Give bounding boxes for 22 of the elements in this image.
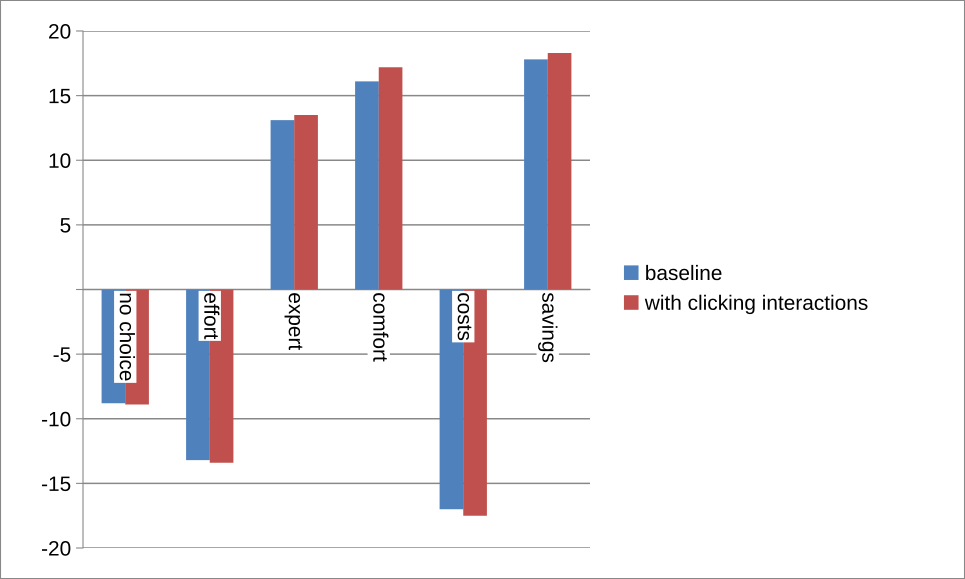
bar xyxy=(355,81,379,290)
y-tick-label: -15 xyxy=(42,476,70,492)
x-tick-label: effort xyxy=(204,293,220,340)
x-tick-label: costs xyxy=(458,293,472,340)
bar xyxy=(378,67,402,290)
bar xyxy=(548,52,572,290)
legend-label: baseline xyxy=(646,264,722,280)
y-tick-label: -5 xyxy=(54,347,70,362)
x-tick-label: no choice xyxy=(120,294,135,381)
x-tick-label: savings xyxy=(538,292,558,362)
bar xyxy=(270,120,294,290)
legend-label: with clicking interactions xyxy=(644,294,868,314)
y-tick-label: -20 xyxy=(42,541,70,556)
bar xyxy=(524,59,548,290)
x-tick-label: comfort xyxy=(373,293,388,362)
bar xyxy=(294,115,318,290)
y-tick-label: 10 xyxy=(50,153,70,168)
y-tick-label: 5 xyxy=(60,218,70,233)
y-tick-label: -10 xyxy=(42,412,70,427)
y-tick-label: 15 xyxy=(50,88,70,104)
x-tick-label: expert xyxy=(284,293,302,350)
y-tick-label: 20 xyxy=(49,24,70,39)
